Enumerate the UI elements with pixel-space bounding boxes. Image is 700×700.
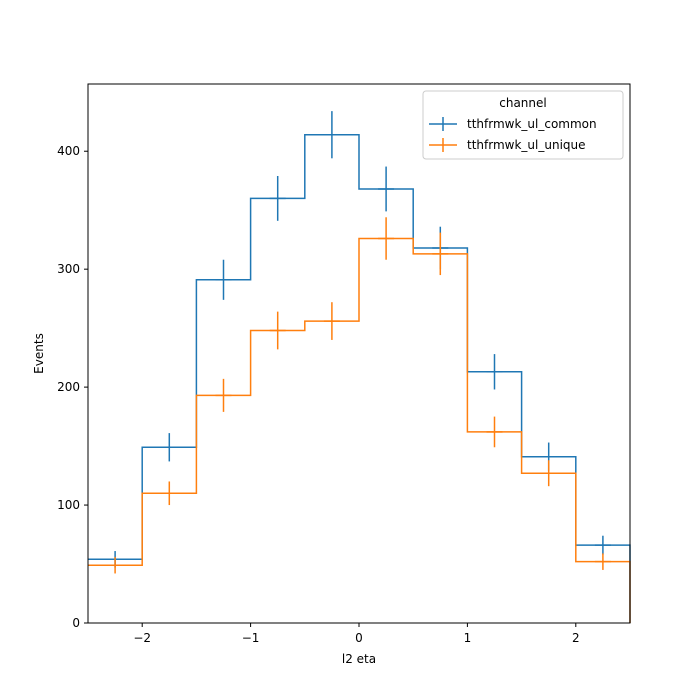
series-1: [88, 217, 631, 623]
x-tick-label: −2: [133, 631, 151, 645]
legend-entry: tthfrmwk_ul_unique: [429, 138, 586, 152]
series-0: [88, 111, 631, 623]
legend-label: tthfrmwk_ul_unique: [467, 138, 586, 152]
x-tick-label: 2: [572, 631, 580, 645]
y-tick-label: 300: [57, 262, 80, 276]
legend-title: channel: [499, 96, 546, 110]
y-tick-label: 200: [57, 380, 80, 394]
series-step-line: [88, 237, 631, 623]
legend-box: [422, 90, 624, 160]
series-step-line: [88, 133, 631, 623]
legend-entries: tthfrmwk_ul_common tthfrmwk_ul_unique: [429, 117, 597, 152]
legend-label: tthfrmwk_ul_common: [467, 117, 597, 131]
x-tick-label: 1: [464, 631, 472, 645]
y-tick-label: 0: [72, 616, 80, 630]
y-axis-ticks: 0 100 200 300 400: [57, 144, 88, 630]
x-axis-label: l2 eta: [342, 652, 376, 666]
legend: channel tthfrmwk_ul_common tthfrmwk_ul_un…: [422, 90, 624, 160]
series-layer: [88, 111, 631, 623]
x-axis-ticks: −2 −1 0 1 2: [133, 623, 580, 645]
x-tick-label: 0: [355, 631, 363, 645]
y-tick-label: 400: [57, 144, 80, 158]
x-tick-label: −1: [242, 631, 260, 645]
y-tick-label: 100: [57, 498, 80, 512]
legend-entry: tthfrmwk_ul_common: [429, 117, 597, 131]
y-axis-label: Events: [32, 333, 46, 374]
